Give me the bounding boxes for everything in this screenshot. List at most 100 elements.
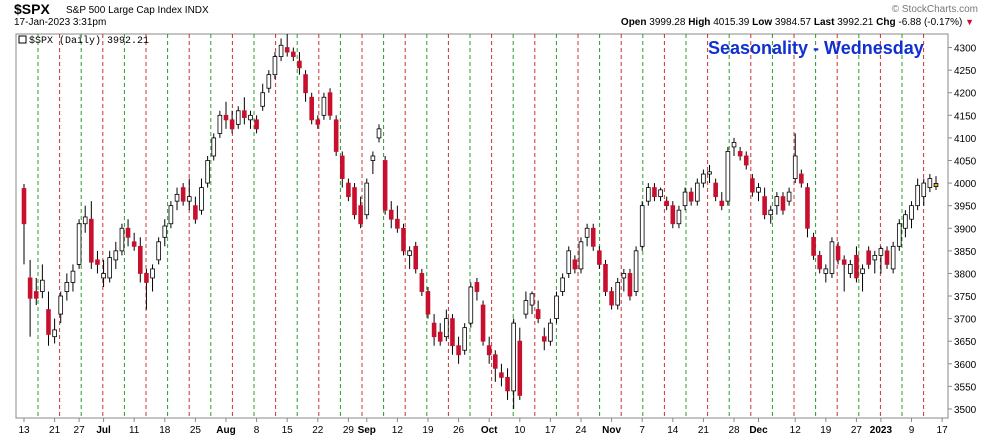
candle-body [150,268,155,279]
candle-body [548,322,553,342]
ticker-symbol: $SPX [14,1,50,17]
candle-body [370,155,376,161]
candle-body [248,114,253,121]
candle-body [866,250,871,265]
candle-body [162,225,168,238]
x-tick-label: Dec [749,425,768,436]
candle-body [333,119,339,152]
chart-legend: $SPX (Daily) 3992.21 [29,35,149,47]
x-tick-label: 17 [545,425,557,436]
candle-body [260,92,266,107]
candle-body [450,318,455,347]
legend-swatch [18,35,27,44]
candle-body [560,277,565,292]
x-tick-label: 29 [343,425,355,436]
candle-body [107,257,112,279]
candle-body [872,254,878,261]
candle-body [676,209,682,225]
candle-body [321,96,327,116]
candle-body [921,182,927,198]
candle-body [46,309,51,335]
candle-body [584,227,590,238]
candle-body [762,196,767,216]
x-tick-label: 19 [422,425,434,436]
y-tick-label: 4300 [954,44,977,55]
y-tick-label: 4050 [954,156,977,167]
high-label: High [688,17,711,28]
candle-body [21,188,27,225]
price-chart[interactable]: 3500 3550 3600 3650 3700 3750 3800 3850 3900 3950… [0,32,990,438]
candle-body [376,128,382,139]
y-tick-label: 3750 [954,292,977,303]
candle-body [523,300,529,315]
candle-body [578,241,584,270]
candle-body [474,282,480,292]
y-tick-label: 3800 [954,269,977,280]
candle-body [437,331,443,342]
candle-body [829,241,835,274]
candle-body [291,51,296,57]
candle-body [278,44,284,57]
candle-body [615,282,621,306]
chg-label: Chg [876,17,896,28]
candle-body [419,273,425,292]
candle-body [486,345,492,356]
candle-body [101,273,106,279]
candle-body [841,259,847,265]
candle-body [242,110,247,118]
security-name: S&P 500 Large Cap Index INDX [66,5,209,16]
candle-body [254,119,259,130]
candle-body [541,336,547,342]
last-label: Last [813,17,835,28]
candle-body [566,250,572,274]
candle-body [137,245,143,274]
candle-body [750,178,755,193]
y-tick-label: 3600 [954,360,977,371]
candle-body [58,295,64,315]
candle-body [848,263,853,274]
x-tick-label: 8 [254,425,260,436]
candle-body [535,309,541,320]
x-tick-label: 24 [575,425,587,436]
candle-body [933,183,939,188]
candle-body [915,184,920,207]
candle-body [40,279,45,292]
candle-body [174,193,180,202]
candle-body [131,241,137,247]
candle-body [64,282,70,292]
candle-body [719,200,725,207]
candle-body [792,155,798,179]
candle-body [346,182,351,198]
y-tick-label: 3850 [954,247,977,258]
candle-body [896,223,902,247]
candle-body [272,56,278,76]
chart-title: Seasonality - Wednesday [708,38,924,58]
candle-body [805,187,810,229]
candle-body [554,295,559,320]
x-tick-label: 21 [698,425,710,436]
chart-date: 17-Jan-2023 3:31pm [14,17,107,28]
x-tick-label: 19 [820,425,832,436]
x-tick-label: 9 [909,425,915,436]
candle-body [682,191,688,207]
candle-body [407,250,412,256]
candle-body [707,171,712,175]
y-tick-label: 3700 [954,315,977,326]
candle-body [890,245,896,270]
x-tick-label: Sep [358,425,376,436]
x-tick-label: 10 [514,425,526,436]
quote-line: Open 3999.28 High 4015.39 Low 3984.57 La… [621,17,974,28]
high-value: 4015.39 [713,17,750,28]
candle-body [205,160,210,184]
candle-body [217,114,223,134]
x-tick-label: 14 [667,425,679,436]
candle-body [639,205,645,247]
candle-body [27,277,33,299]
candle-body [737,151,743,157]
candle-body [756,187,761,193]
exchange-label: INDX [184,5,209,16]
candle-body [186,196,192,202]
candle-body [627,273,633,297]
candle-body [480,304,486,342]
candle-body [119,227,125,252]
